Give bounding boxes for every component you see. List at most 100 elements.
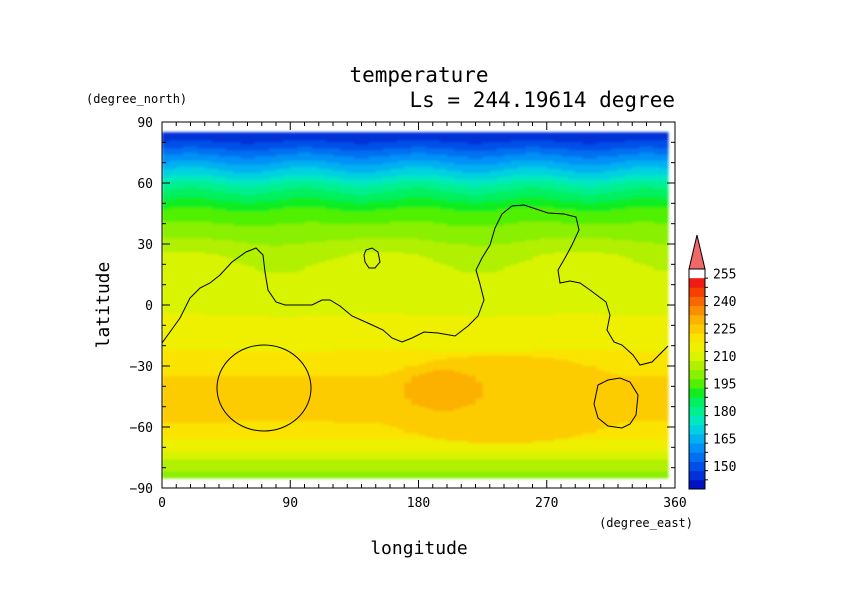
heatmap-cell xyxy=(162,227,170,231)
heatmap-cell xyxy=(603,205,612,208)
heatmap-cell xyxy=(475,193,484,196)
heatmap-cell xyxy=(639,215,648,219)
heatmap-cell xyxy=(418,217,427,221)
heatmap-cell xyxy=(568,178,576,182)
heatmap-cell xyxy=(254,185,263,188)
heatmap-cell xyxy=(511,152,519,156)
heatmap-cell xyxy=(553,223,562,227)
heatmap-cell xyxy=(397,199,405,202)
heatmap-cell xyxy=(382,152,391,156)
heatmap-cell xyxy=(561,223,569,227)
heatmap-cell xyxy=(311,185,320,188)
heatmap-cell xyxy=(475,178,484,182)
heatmap-cell xyxy=(276,146,284,150)
heatmap-cell xyxy=(525,209,534,213)
heatmap-cell xyxy=(504,215,512,219)
heatmap-cell xyxy=(411,168,420,172)
heatmap-cell xyxy=(254,152,263,156)
heatmap-cell xyxy=(596,148,605,152)
heatmap-cell xyxy=(582,146,591,150)
heatmap-cell xyxy=(290,134,298,137)
heatmap-cell xyxy=(382,146,391,150)
heatmap-cell xyxy=(610,136,619,139)
heatmap-cell xyxy=(603,174,612,178)
heatmap-cell xyxy=(311,140,320,143)
heatmap-cell xyxy=(333,132,341,135)
heatmap-cell xyxy=(568,154,576,158)
heatmap-cell xyxy=(432,142,441,145)
heatmap-cell xyxy=(204,162,213,166)
heatmap-cell xyxy=(639,187,648,190)
heatmap-cell xyxy=(304,144,313,147)
heatmap-cell xyxy=(361,209,370,213)
heatmap-cell xyxy=(504,203,512,206)
heatmap-cell xyxy=(411,160,420,164)
heatmap-cell xyxy=(397,189,405,192)
heatmap-cell xyxy=(176,207,184,211)
heatmap-cell xyxy=(333,176,341,180)
heatmap-cell xyxy=(511,172,519,176)
heatmap-cell xyxy=(290,172,298,176)
heatmap-cell xyxy=(226,160,234,164)
heatmap-cell xyxy=(454,185,462,188)
heatmap-cell xyxy=(496,136,505,139)
heatmap-cell xyxy=(511,158,519,162)
heatmap-cell xyxy=(603,201,612,204)
heatmap-cell xyxy=(454,156,462,160)
heatmap-cell xyxy=(660,174,669,178)
heatmap-cell xyxy=(582,164,591,168)
heatmap-cell xyxy=(475,138,484,141)
heatmap-cell xyxy=(318,183,327,186)
heatmap-cell xyxy=(475,183,484,186)
heatmap-cell xyxy=(311,195,320,198)
heatmap-cell xyxy=(411,176,420,180)
heatmap-cell xyxy=(504,213,512,217)
heatmap-cell xyxy=(653,144,662,147)
heatmap-cell xyxy=(162,199,170,202)
heatmap-cell xyxy=(568,189,576,192)
heatmap-cell xyxy=(589,180,598,184)
heatmap-cell xyxy=(176,166,184,170)
heatmap-cell xyxy=(546,225,555,229)
heatmap-cell xyxy=(596,203,605,206)
heatmap-cell xyxy=(660,150,669,154)
heatmap-cell xyxy=(333,187,341,190)
heatmap-cell xyxy=(646,205,655,208)
heatmap-cell xyxy=(162,166,170,170)
heatmap-cell xyxy=(304,164,313,168)
heatmap-cell xyxy=(340,166,348,170)
heatmap-cell xyxy=(382,215,391,219)
heatmap-cell xyxy=(361,207,370,211)
heatmap-cell xyxy=(532,183,541,186)
heatmap-cell xyxy=(625,207,633,211)
heatmap-cell xyxy=(468,144,477,147)
heatmap-cell xyxy=(532,158,541,162)
heatmap-cell xyxy=(325,211,334,215)
heatmap-cell xyxy=(361,162,370,166)
heatmap-cell xyxy=(354,221,363,225)
heatmap-cell xyxy=(561,134,569,137)
heatmap-cell xyxy=(518,227,526,231)
heatmap-cell xyxy=(290,193,298,196)
heatmap-cell xyxy=(660,205,669,208)
heatmap-cell xyxy=(254,227,263,231)
heatmap-cell xyxy=(368,225,377,229)
heatmap-cell xyxy=(432,209,441,213)
heatmap-cell xyxy=(247,193,256,196)
heatmap-cell xyxy=(447,180,455,184)
heatmap-cell xyxy=(610,140,619,143)
heatmap-cell xyxy=(632,225,640,229)
heatmap-cell xyxy=(411,207,420,211)
heatmap-cell xyxy=(625,132,633,135)
heatmap-cell xyxy=(489,199,498,202)
heatmap-cell xyxy=(511,187,519,190)
heatmap-cell xyxy=(226,203,234,206)
heatmap-cell xyxy=(461,170,469,174)
heatmap-cell xyxy=(496,197,505,200)
heatmap-cell xyxy=(204,166,213,170)
heatmap-cell xyxy=(361,144,370,147)
heatmap-cell xyxy=(639,174,648,178)
heatmap-cell xyxy=(347,225,355,229)
heatmap-cell xyxy=(610,150,619,154)
heatmap-cell xyxy=(375,178,384,182)
